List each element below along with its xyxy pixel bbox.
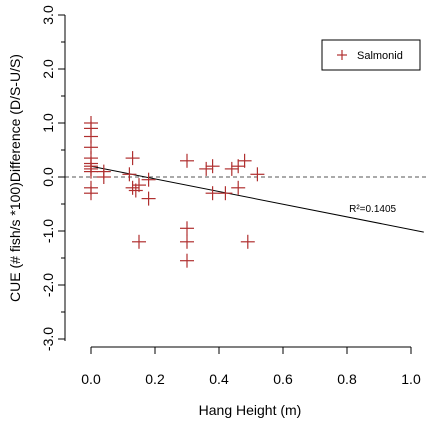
data-point <box>205 186 220 201</box>
x-tick-label: 0.0 <box>81 371 101 387</box>
data-point <box>231 180 246 195</box>
x-tick-label: 0.2 <box>145 371 165 387</box>
data-point <box>132 234 146 249</box>
x-axis-title: Hang Height (m) <box>199 402 302 418</box>
data-point <box>199 161 214 176</box>
data-point <box>125 151 140 166</box>
data-point <box>122 167 137 182</box>
data-point <box>141 172 156 187</box>
legend-label: Salmonid <box>357 50 403 62</box>
y-tick-label: -2.0 <box>40 273 56 297</box>
y-tick-label: -3.0 <box>40 327 56 351</box>
y-axis-title: CUE (# fish/s *100)Difference (D/S-U/S) <box>7 54 23 302</box>
x-tick-label: 0.6 <box>273 371 293 387</box>
data-point <box>180 153 194 168</box>
data-point <box>141 191 156 206</box>
data-points <box>84 116 265 268</box>
data-point <box>84 186 98 201</box>
data-point <box>231 159 246 174</box>
data-point <box>205 159 220 174</box>
data-point <box>218 186 233 201</box>
y-tick-label: -1.0 <box>40 219 56 243</box>
data-point <box>180 253 194 268</box>
y-ticks: -3.0 -2.0 -1.0 0.0 1.0 2.0 3.0 <box>40 5 65 351</box>
data-point <box>132 178 146 193</box>
legend: Salmonid <box>321 39 421 71</box>
x-tick-label: 0.4 <box>209 371 229 387</box>
regression <box>90 165 424 233</box>
y-tick-label: 2.0 <box>40 59 56 79</box>
x-tick-label: 0.8 <box>337 371 357 387</box>
data-point <box>224 161 239 176</box>
legend-marker-plus <box>337 50 347 60</box>
data-point <box>237 153 252 168</box>
data-point <box>84 164 98 179</box>
data-point <box>250 167 265 182</box>
data-point <box>128 183 143 198</box>
data-point <box>180 234 194 249</box>
data-point <box>180 221 194 236</box>
y-tick-label: 3.0 <box>40 5 56 25</box>
data-point <box>125 180 140 195</box>
data-point <box>96 170 111 184</box>
data-point <box>240 234 255 249</box>
x-ticks: 0.0 0.2 0.4 0.6 0.8 1.0 <box>81 347 421 387</box>
legend-box <box>321 39 421 71</box>
y-tick-label: 1.0 <box>40 113 56 133</box>
x-tick-label: 1.0 <box>401 371 421 387</box>
y-tick-label: 0.0 <box>40 167 56 187</box>
r-squared-annotation: R²=0.1405 <box>349 204 396 215</box>
regression-line <box>90 165 424 233</box>
